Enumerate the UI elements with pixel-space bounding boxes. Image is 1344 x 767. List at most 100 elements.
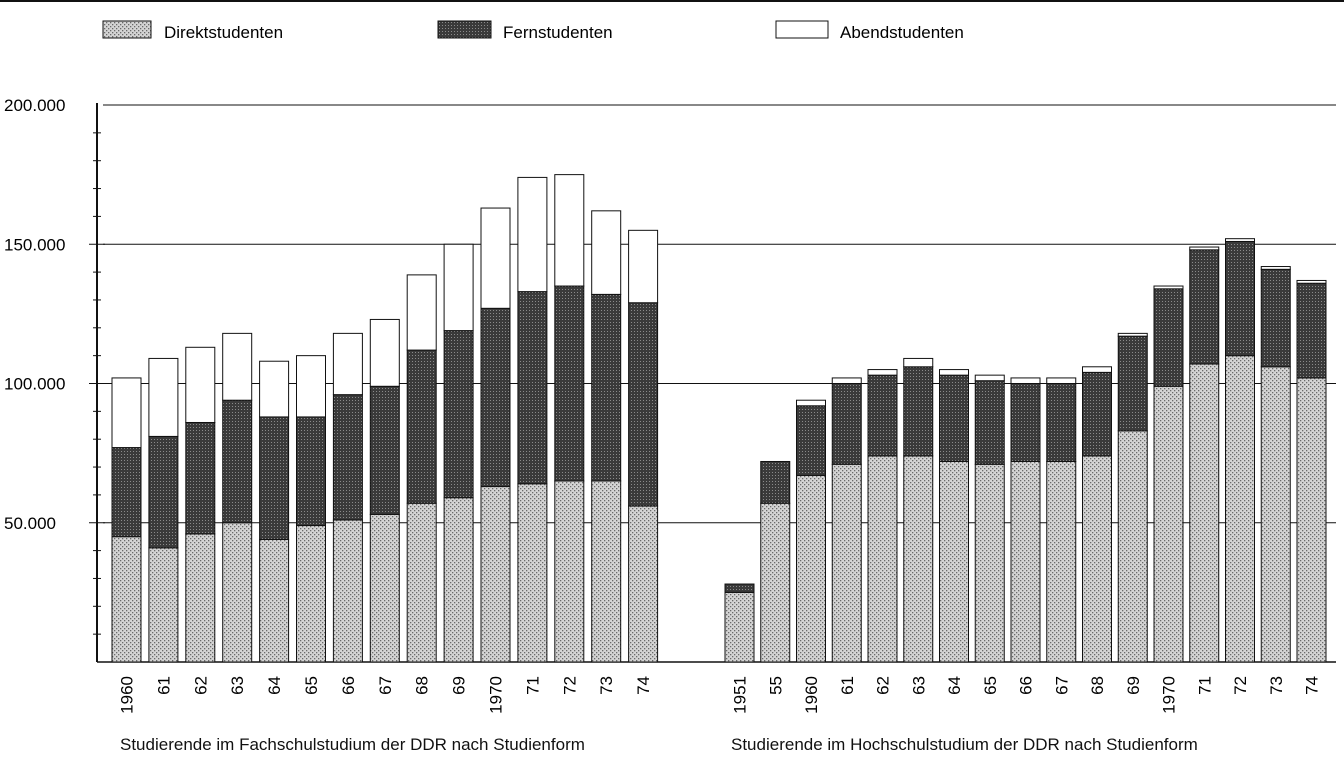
bar-segment-fernstudenten <box>939 374 969 462</box>
x-tick-label: 74 <box>1303 676 1322 695</box>
legend-item-abendstudenten: Abendstudenten <box>775 20 964 42</box>
x-tick-label: 67 <box>1052 676 1071 695</box>
bar-segment-fernstudenten <box>831 383 862 465</box>
bar-segment-abendstudenten <box>1010 377 1041 384</box>
bar-segment-direktstudenten <box>867 455 898 663</box>
bar-segment-direktstudenten <box>974 463 1005 663</box>
bar-segment-direktstudenten <box>796 474 826 663</box>
bar-segment-fernstudenten <box>1046 383 1077 462</box>
bar-segment-fernstudenten <box>1153 288 1184 387</box>
bar-segment-direktstudenten <box>443 497 474 663</box>
bar-segment-abendstudenten <box>406 274 437 351</box>
bar-segment-fernstudenten <box>1296 282 1327 379</box>
x-tick-label: 64 <box>265 676 284 695</box>
bar-segment-direktstudenten <box>554 480 585 663</box>
bar-segment-fernstudenten <box>332 394 363 521</box>
x-tick-label: 71 <box>1195 676 1214 695</box>
legend-label-direktstudenten: Direktstudenten <box>164 23 283 42</box>
x-tick-label: 69 <box>450 676 469 695</box>
x-tick-label: 65 <box>981 676 1000 695</box>
x-tick-label: 68 <box>413 676 432 695</box>
legend-swatch-fernstudenten <box>437 20 492 39</box>
bar-segment-direktstudenten <box>831 463 862 663</box>
bar-segment-direktstudenten <box>259 538 290 663</box>
bar-segment-direktstudenten <box>628 505 659 663</box>
x-tick-label: 66 <box>1017 676 1036 695</box>
x-tick-label: 67 <box>376 676 395 695</box>
bar-segment-abendstudenten <box>628 229 659 304</box>
x-tick-label: 66 <box>339 676 358 695</box>
bar-segment-direktstudenten <box>1260 366 1291 663</box>
y-tick-label: 50.000 <box>4 514 56 533</box>
bar-segment-fernstudenten <box>1117 335 1148 432</box>
bar-segment-fernstudenten <box>369 385 400 515</box>
bar-segment-fernstudenten <box>1082 371 1112 457</box>
bar-segment-direktstudenten <box>185 533 216 663</box>
bar-segment-abendstudenten <box>111 377 142 449</box>
bar-segment-fernstudenten <box>480 307 511 488</box>
bar-segment-abendstudenten <box>1082 366 1112 373</box>
bar-segment-fernstudenten <box>1189 249 1220 365</box>
bar-segment-abendstudenten <box>369 318 400 387</box>
caption-hochschulstudium: Studierende im Hochschulstudium der DDR … <box>731 735 1198 754</box>
bar-segment-abendstudenten <box>259 360 290 418</box>
y-tick-label: 100.000 <box>4 375 65 394</box>
bar-segment-fernstudenten <box>1260 268 1291 368</box>
bar-segment-abendstudenten <box>1046 377 1077 384</box>
bar-segment-direktstudenten <box>1296 377 1327 663</box>
x-tick-label: 72 <box>560 676 579 695</box>
bar-segment-direktstudenten <box>406 502 437 663</box>
bar-segment-abendstudenten <box>831 377 862 384</box>
bar-segment-fernstudenten <box>1225 240 1255 357</box>
bar-segment-direktstudenten <box>1010 460 1041 663</box>
bar-segment-direktstudenten <box>332 519 363 663</box>
x-tick-label: 1960 <box>118 676 137 714</box>
bar-segment-fernstudenten <box>1010 383 1041 462</box>
bar-segment-fernstudenten <box>443 330 474 499</box>
bar-segment-abendstudenten <box>903 357 934 368</box>
bar-segment-fernstudenten <box>628 302 659 507</box>
bar-segment-abendstudenten <box>443 243 474 332</box>
bar-segment-direktstudenten <box>1046 460 1077 663</box>
bar-segment-direktstudenten <box>111 536 142 663</box>
x-tick-label: 69 <box>1124 676 1143 695</box>
x-tick-label: 62 <box>874 676 893 695</box>
x-tick-label: 1970 <box>1160 676 1179 714</box>
x-tick-label: 64 <box>945 676 964 695</box>
bar-segment-direktstudenten <box>724 591 755 663</box>
legend: Direktstudenten Fernstudenten Abendstude… <box>102 20 964 42</box>
y-tick-label: 200.000 <box>4 96 65 115</box>
bar-segment-abendstudenten <box>222 332 253 401</box>
bar-segment-direktstudenten <box>1153 385 1184 663</box>
bar-segment-abendstudenten <box>332 332 363 396</box>
x-tick-label: 61 <box>838 676 857 695</box>
x-tick-label: 74 <box>634 676 653 695</box>
caption-fachschulstudium: Studierende im Fachschulstudium der DDR … <box>120 735 585 754</box>
bar-segment-fernstudenten <box>296 416 326 527</box>
bar-segment-fernstudenten <box>554 285 585 482</box>
x-tick-label: 55 <box>766 676 785 695</box>
bar-segment-abendstudenten <box>480 207 511 309</box>
x-tick-label: 1960 <box>802 676 821 714</box>
bar-segment-abendstudenten <box>1153 285 1184 290</box>
bar-segment-direktstudenten <box>1082 455 1112 663</box>
bar-segment-abendstudenten <box>1117 332 1148 337</box>
bar-segment-fernstudenten <box>148 435 179 549</box>
legend-item-direktstudenten: Direktstudenten <box>102 20 283 42</box>
bar-segment-abendstudenten <box>974 374 1005 382</box>
legend-label-abendstudenten: Abendstudenten <box>840 23 964 42</box>
bar-segment-fernstudenten <box>974 380 1005 465</box>
x-tick-label: 73 <box>597 676 616 695</box>
legend-label-fernstudenten: Fernstudenten <box>503 23 613 42</box>
bar-segment-direktstudenten <box>148 547 179 663</box>
bar-segment-abendstudenten <box>1296 279 1327 284</box>
x-tick-label: 63 <box>228 676 247 695</box>
bar-segment-fernstudenten <box>406 349 437 504</box>
bar-segment-fernstudenten <box>760 460 791 504</box>
x-tick-label: 61 <box>154 676 173 695</box>
x-tick-label: 65 <box>302 676 321 695</box>
legend-swatch-direktstudenten <box>102 20 152 39</box>
bar-segment-fernstudenten <box>222 399 253 524</box>
legend-swatch-abendstudenten <box>775 20 829 39</box>
bar-segment-abendstudenten <box>867 369 898 376</box>
